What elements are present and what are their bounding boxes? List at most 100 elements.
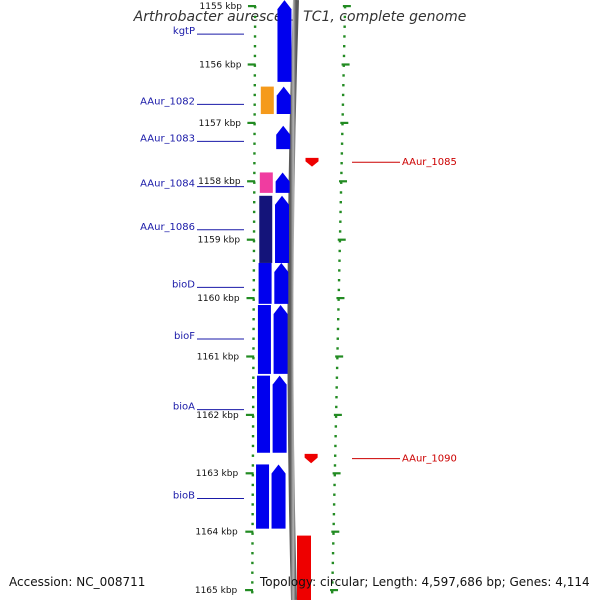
tick-mark [339,220,342,223]
tick-mark [341,113,344,116]
scale-label: 1156 kbp [199,60,242,70]
tick-mark [253,113,256,116]
tick-mark [331,552,335,555]
tick-mark [253,181,256,184]
page-title: Arthrobacter aurescens TC1, complete gen… [133,9,467,25]
tick-mark [341,93,345,97]
major-tick [331,530,340,533]
gene-aaur-1084[interactable] [259,172,290,193]
tick-mark [252,366,255,370]
tick-mark [340,152,344,155]
tick-mark [340,142,344,145]
tick-mark [337,298,340,301]
tick-mark [342,74,345,77]
major-tick [342,5,351,8]
tick-mark [342,54,346,58]
gene-labels: kgtP AAur_1082 AAur_1083 AAur_1084 AAur_1085… [140,26,457,501]
gene-label: AAur_1084 [140,179,195,190]
tick-mark [331,561,335,565]
gene-aaur-1082[interactable] [260,86,291,115]
tick-mark [253,54,257,58]
tick-mark [333,483,336,487]
gene-aaur-1083[interactable] [276,125,291,150]
scale-label: 1155 kbp [200,2,243,12]
scale-label: 1158 kbp [198,177,241,187]
tick-mark [251,483,254,487]
tick-mark [252,298,255,301]
major-tick [246,238,255,241]
tick-mark [339,201,342,204]
major-tick [330,589,339,592]
tick-mark [335,396,338,399]
tick-mark [251,464,255,467]
gene-biob[interactable] [256,464,286,529]
major-tick [341,63,350,66]
tick-mark [253,162,256,165]
tick-mark [251,503,254,506]
tick-mark [253,15,257,19]
gene-aaur-1086[interactable] [259,195,290,263]
tick-mark [340,171,343,175]
tick-mark [343,25,346,28]
gene-label: AAur_1086 [140,222,195,233]
tick-mark [253,93,256,97]
tick-mark [251,415,255,418]
tick-mark [253,191,256,194]
major-tick [332,472,341,475]
scale-label: 1160 kbp [197,294,240,304]
gene-aaur-1085[interactable] [305,157,319,167]
tick-mark [251,444,255,448]
tick-mark [252,259,256,262]
tick-mark [251,493,254,496]
gene-biod[interactable] [258,262,289,304]
tick-mark [251,552,254,555]
gene-label: bioF [174,331,195,342]
tick-mark [342,64,345,67]
major-tick [247,63,256,66]
major-tick [247,5,256,8]
tick-mark [253,171,256,175]
major-tick [246,355,255,358]
tick-mark [251,425,255,428]
gene-features [256,0,319,600]
gene-kgtp[interactable] [277,0,292,82]
gene-biof[interactable] [257,305,288,374]
tick-mark [252,347,255,350]
tick-mark [252,327,255,331]
tick-mark [253,142,256,145]
gene-unlabeled[interactable] [297,535,311,600]
tick-mark [336,337,339,340]
tick-mark [251,591,254,594]
tick-mark [252,376,255,379]
tick-mark [335,376,339,379]
tick-mark [252,357,255,360]
tick-mark [252,279,256,282]
tick-mark [338,269,341,272]
tick-mark [338,240,342,243]
gene-label: AAur_1083 [140,133,195,144]
outer-tick-ring [330,5,351,594]
tick-mark [252,240,256,243]
tick-mark [332,532,335,535]
tick-mark [253,64,257,67]
tick-mark [251,474,255,477]
major-tick [335,355,344,358]
tick-mark [339,210,342,214]
tick-mark [338,249,341,253]
major-tick [333,413,342,416]
gene-label: bioA [173,402,195,413]
gene-label: AAur_1085 [402,157,457,168]
tick-mark [252,386,255,389]
genome-backbone [287,0,299,600]
tick-mark [253,25,257,28]
tick-mark [334,444,337,448]
tick-mark [343,15,347,19]
gene-label: AAur_1090 [402,454,457,465]
scale-label: 1164 kbp [195,528,238,538]
tick-mark [251,581,254,584]
gene-aaur-1090[interactable] [304,453,318,464]
major-tick [245,413,254,416]
gene-bioa[interactable] [257,375,287,453]
tick-mark [253,103,256,106]
